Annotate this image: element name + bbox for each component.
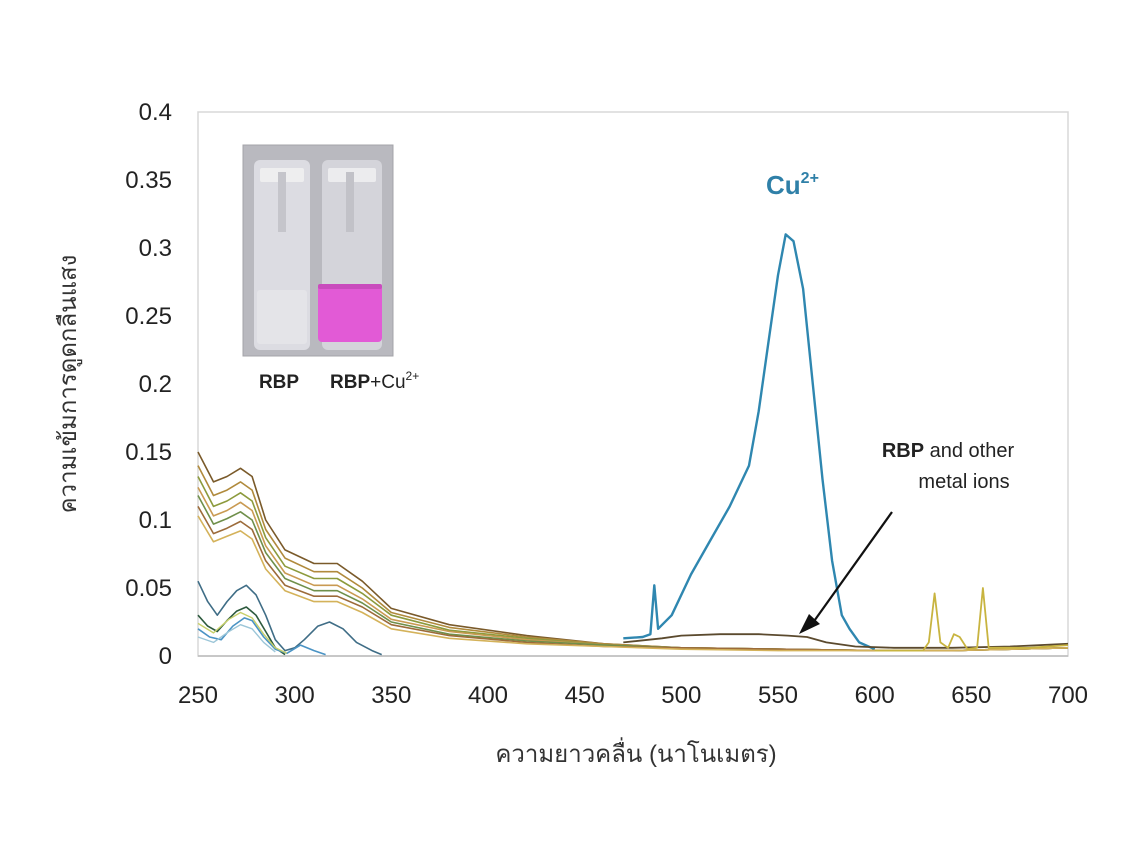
y-tick-label: 0.1 — [139, 507, 172, 534]
cu-peak-annotation: Cu2+ — [766, 170, 819, 200]
x-tick-label: 450 — [565, 682, 605, 709]
x-axis-title: ความยาวคลื่น (นาโนเมตร) — [495, 737, 776, 768]
series-line-rbp-metal-ion — [197, 515, 1069, 652]
x-tick-label: 250 — [178, 682, 218, 709]
series-line-rbp-metal-ion — [197, 624, 276, 653]
x-tick-label: 700 — [1048, 682, 1088, 709]
series-line-rbp-metal-ion — [874, 587, 1069, 652]
x-tick-label: 300 — [275, 682, 315, 709]
x-tick-label: 600 — [855, 682, 895, 709]
vial-rbp-cu — [318, 160, 382, 350]
rbp-annotation-line-2: metal ions — [918, 471, 1009, 493]
x-tick-labels: 250 300 350 400 450 500 550 600 650 700 — [178, 682, 1088, 709]
annotation-arrow-head — [799, 614, 820, 634]
inset-photo — [242, 144, 394, 357]
inset-label-rbp-cu-rest: +Cu — [370, 372, 405, 393]
series-line-rbp-metal-ion — [197, 617, 326, 656]
x-tick-label: 550 — [758, 682, 798, 709]
y-tick-label: 0.2 — [139, 371, 172, 398]
inset-label-rbp: RBP — [259, 372, 299, 393]
series-line-rbp-metal-ion — [197, 580, 383, 656]
series-layer — [197, 233, 1069, 656]
rbp-bold: RBP — [882, 440, 924, 462]
inset-label-rbp-cu-bold: RBP — [330, 372, 370, 393]
x-tick-label: 400 — [468, 682, 508, 709]
rbp-rest: and other — [924, 440, 1014, 462]
y-tick-label: 0.4 — [139, 99, 172, 126]
series-line-rbp-metal-ion — [623, 633, 1069, 649]
inset-label-rbp-cu: RBP+Cu2+ — [330, 369, 419, 393]
y-axis-title: ความเข้มการดูดกลืนแสง — [55, 255, 83, 514]
y-tick-label: 0.25 — [125, 303, 172, 330]
y-tick-label: 0 — [159, 643, 172, 670]
rbp-annotation-line-1: RBP and other — [882, 440, 1015, 462]
x-tick-label: 650 — [951, 682, 991, 709]
x-tick-label: 350 — [371, 682, 411, 709]
series-line-rbp-metal-ion — [197, 606, 286, 656]
series-line-cu2plus — [623, 233, 876, 651]
annotation-arrow — [811, 511, 893, 625]
vial-rbp — [254, 160, 310, 350]
y-tick-label: 0.05 — [125, 575, 172, 602]
inset-label-rbp-cu-sup: 2+ — [406, 369, 420, 383]
cu-superscript: 2+ — [801, 170, 819, 187]
y-tick-label: 0.35 — [125, 167, 172, 194]
y-tick-label: 0.15 — [125, 439, 172, 466]
y-tick-label: 0.3 — [139, 235, 172, 262]
series-line-rbp-metal-ion — [197, 611, 288, 654]
cu-label: Cu — [766, 170, 801, 200]
series-line-rbp-metal-ion — [197, 506, 1069, 652]
y-tick-labels: 0 0.05 0.1 0.15 0.2 0.25 0.3 0.35 0.4 — [125, 99, 172, 670]
x-tick-label: 500 — [661, 682, 701, 709]
